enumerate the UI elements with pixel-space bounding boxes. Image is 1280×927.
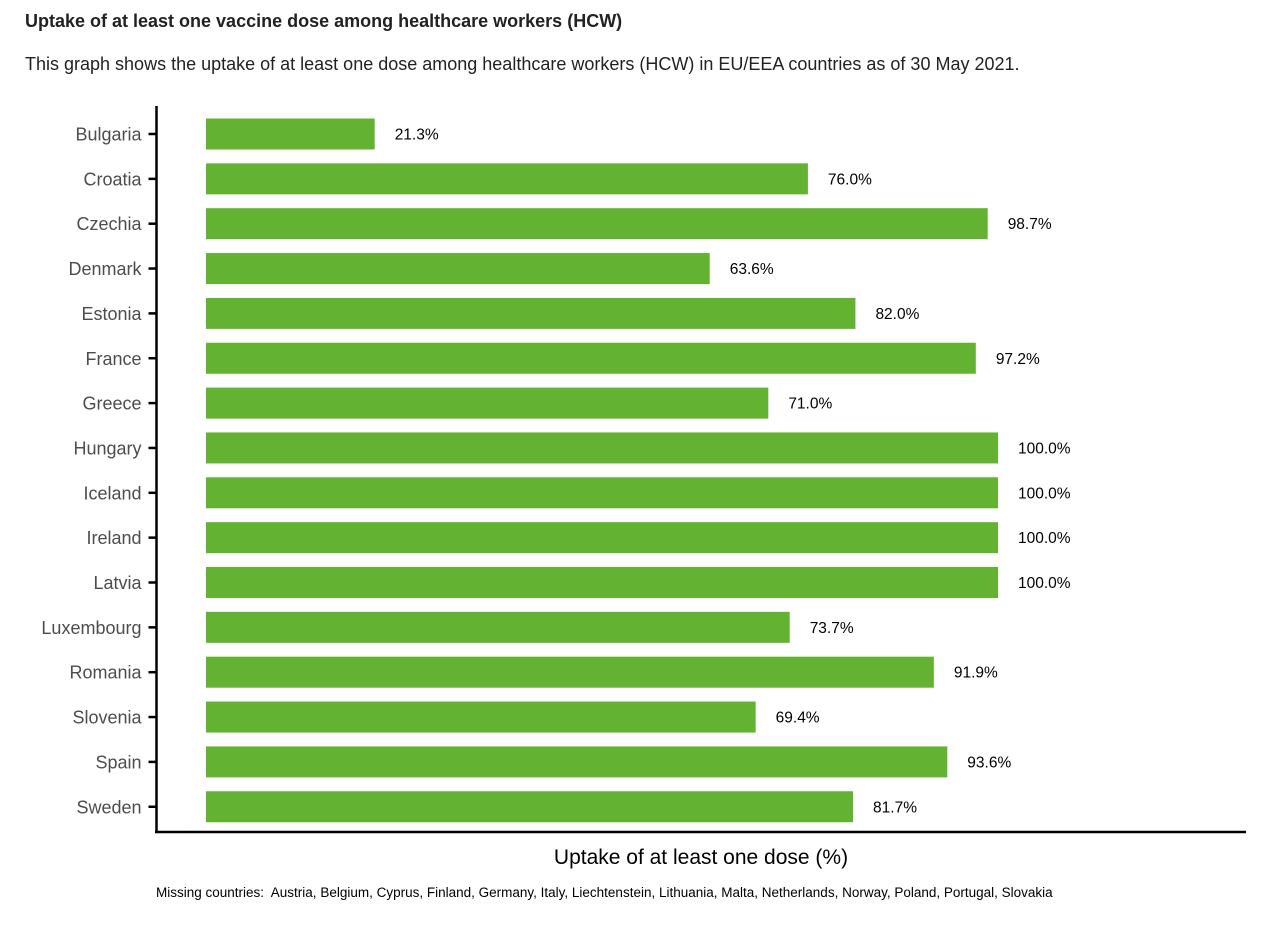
bar-slovenia <box>206 701 756 733</box>
category-label-czechia: Czechia <box>76 214 142 234</box>
category-label-bulgaria: Bulgaria <box>75 125 142 145</box>
labels-layer: 21.3% 76.0% 98.7% 63.6% 82.0% 97.2% 71.0% 100.0… <box>395 127 1071 817</box>
category-label-estonia: Estonia <box>81 304 142 324</box>
category-label-iceland: Iceland <box>83 483 141 503</box>
bar-estonia <box>206 297 856 329</box>
bar-hungary <box>206 432 998 464</box>
bar-bulgaria <box>206 118 375 150</box>
bar-france <box>206 342 976 374</box>
category-label-croatia: Croatia <box>83 169 142 189</box>
category-label-slovenia: Slovenia <box>72 708 142 728</box>
bar-romania <box>206 656 934 688</box>
category-label-hungary: Hungary <box>73 438 141 458</box>
category-label-denmark: Denmark <box>68 259 142 279</box>
value-label-france: 97.2% <box>996 351 1040 368</box>
x-axis-title: Uptake of at least one dose (%) <box>553 846 849 869</box>
bar-sweden <box>206 791 854 823</box>
value-label-greece: 71.0% <box>788 396 832 413</box>
bars-layer <box>206 118 998 823</box>
value-label-iceland: 100.0% <box>1018 485 1071 502</box>
bar-spain <box>206 746 948 778</box>
value-label-czechia: 98.7% <box>1008 216 1052 233</box>
value-label-slovenia: 69.4% <box>776 710 820 727</box>
bar-croatia <box>206 163 808 195</box>
bar-greece <box>206 387 769 419</box>
category-label-spain: Spain <box>95 752 141 772</box>
bar-latvia <box>206 567 998 598</box>
value-label-ireland: 100.0% <box>1018 530 1071 547</box>
category-label-france: France <box>85 349 141 369</box>
category-label-luxembourg: Luxembourg <box>41 618 141 638</box>
value-label-hungary: 100.0% <box>1018 440 1071 457</box>
value-label-sweden: 81.7% <box>873 799 917 816</box>
category-label-greece: Greece <box>82 394 141 414</box>
bar-ireland <box>206 522 998 554</box>
axis-layer: Bulgaria Croatia Czechia Denmark Estonia Fran… <box>41 106 1246 834</box>
value-label-denmark: 63.6% <box>730 261 774 278</box>
missing-countries-note: Missing countries: Austria, Belgium, Cyp… <box>156 885 1053 900</box>
value-label-estonia: 82.0% <box>875 306 919 323</box>
bar-iceland <box>206 477 998 509</box>
value-label-bulgaria: 21.3% <box>395 127 439 144</box>
category-label-romania: Romania <box>69 663 142 683</box>
value-label-latvia: 100.0% <box>1018 575 1071 592</box>
category-label-sweden: Sweden <box>76 797 141 817</box>
category-label-ireland: Ireland <box>86 528 141 548</box>
category-label-latvia: Latvia <box>93 573 142 593</box>
value-label-croatia: 76.0% <box>828 171 872 188</box>
value-label-luxembourg: 73.7% <box>810 620 854 637</box>
bar-denmark <box>206 253 710 285</box>
value-label-romania: 91.9% <box>954 665 998 682</box>
chart-subtitle: This graph shows the uptake of at least … <box>25 54 1020 74</box>
bar-czechia <box>206 208 988 240</box>
bar-luxembourg <box>206 611 790 643</box>
value-label-spain: 93.6% <box>967 754 1011 771</box>
chart-title: Uptake of at least one vaccine dose amon… <box>25 11 623 31</box>
